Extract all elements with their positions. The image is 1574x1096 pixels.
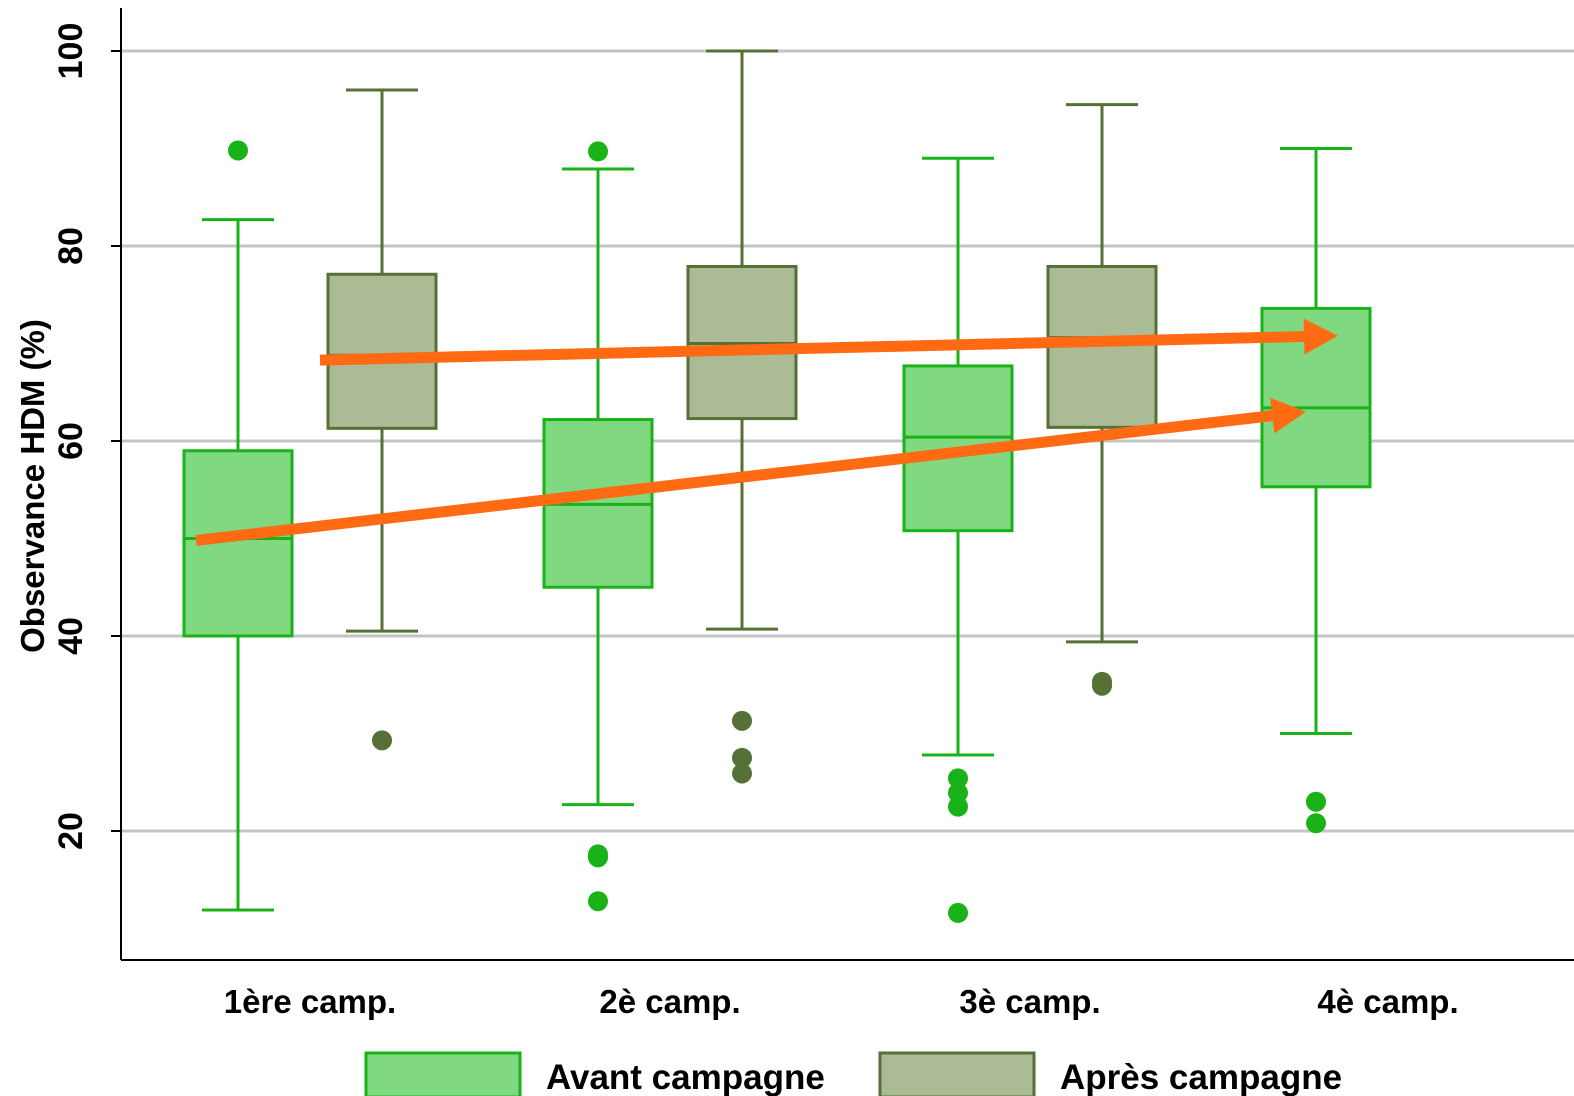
arrow-shaft	[319, 331, 1305, 366]
x-category-label: 4è camp.	[1317, 983, 1458, 1020]
legend-label: Après campagne	[1060, 1058, 1342, 1096]
y-tick-label: 100	[52, 23, 90, 80]
outlier-point	[228, 140, 248, 161]
outlier-point	[948, 796, 968, 817]
x-category-label: 3è camp.	[959, 983, 1100, 1020]
box-apres-1	[326, 88, 438, 751]
gridlines	[121, 49, 1574, 833]
legend-swatch	[364, 1051, 522, 1096]
box-avant-4	[1260, 147, 1372, 834]
outlier-point	[732, 710, 752, 731]
y-tick-label: 20	[52, 812, 90, 850]
box-series	[182, 49, 1372, 923]
outlier-point	[588, 141, 608, 162]
y-tick-label: 40	[52, 617, 90, 655]
outlier-point	[1306, 791, 1326, 812]
arrow-head	[1270, 397, 1306, 434]
y-tick-label: 80	[52, 227, 90, 265]
trend-arrows	[195, 318, 1338, 546]
iqr-box	[326, 272, 438, 430]
box-avant-1	[182, 140, 294, 912]
outlier-point	[948, 902, 968, 923]
x-category-label: 1ère camp.	[224, 983, 396, 1020]
outlier-point	[372, 730, 392, 751]
outlier-point	[588, 891, 608, 912]
legend-item-apres: Après campagne	[878, 1051, 1342, 1096]
box-apres-3	[1046, 103, 1158, 696]
axes	[120, 8, 1574, 961]
trend-arrow-2	[195, 397, 1306, 546]
legend-label: Avant campagne	[546, 1058, 825, 1096]
outlier-point	[732, 763, 752, 784]
box-avant-3	[902, 156, 1014, 923]
x-category-label: 2è camp.	[599, 983, 740, 1020]
box-avant-2	[542, 141, 654, 912]
box-apres-2	[686, 49, 798, 784]
arrow-shaft	[195, 410, 1273, 546]
legend: Avant campagne Après campagne	[364, 1051, 1342, 1096]
y-axis-label: Observance HDM (%)	[14, 319, 51, 653]
outlier-point	[588, 847, 608, 868]
iqr-box	[182, 449, 294, 638]
outlier-point	[1092, 675, 1112, 696]
legend-swatch	[878, 1051, 1036, 1096]
arrow-head	[1303, 318, 1338, 355]
outlier-point	[732, 747, 752, 768]
y-tick-label: 60	[52, 422, 90, 460]
legend-item-avant: Avant campagne	[364, 1051, 825, 1096]
trend-arrow-1	[319, 318, 1338, 366]
y-tick-labels: 20 40 60 80 100	[52, 23, 121, 850]
outlier-point	[1306, 813, 1326, 834]
x-category-labels: 1ère camp. 2è camp. 3è camp. 4è camp.	[224, 983, 1459, 1020]
outlier-point	[948, 768, 968, 789]
